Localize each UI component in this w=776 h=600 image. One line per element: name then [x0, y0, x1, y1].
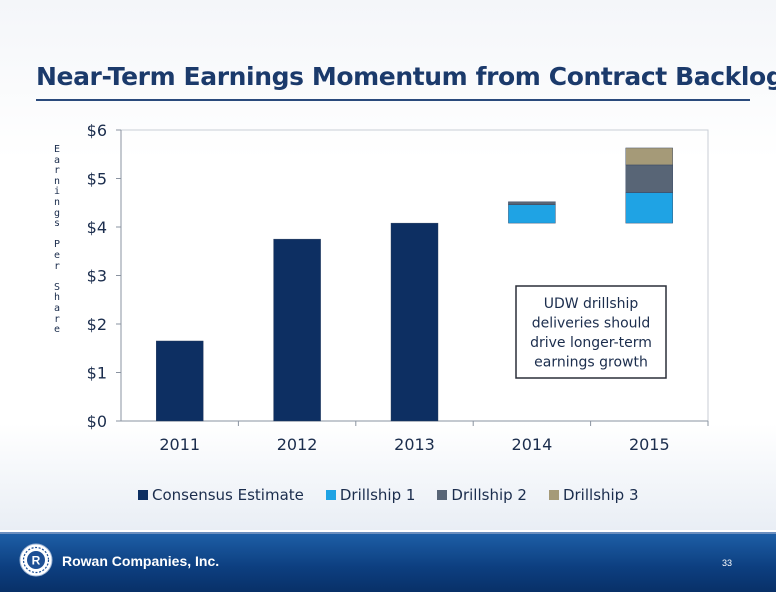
- legend-swatch: [325, 490, 336, 500]
- y-tick-label: $5: [87, 170, 107, 189]
- legend-item: Drillship 3: [548, 486, 639, 504]
- slide-background: [0, 0, 776, 530]
- svg-text:R: R: [32, 554, 41, 568]
- y-tick-label: $6: [87, 121, 107, 140]
- legend-swatch: [548, 490, 559, 500]
- legend-label: Drillship 2: [451, 486, 527, 504]
- annotation-text: UDW drillship deliveries should drive long…: [530, 296, 652, 371]
- y-axis-label: E a r n i n g s P e r S h a r e: [53, 144, 61, 336]
- legend-label: Drillship 3: [562, 486, 639, 504]
- rowan-logo-icon: R: [19, 543, 53, 577]
- x-tick-label: 2012: [277, 435, 318, 454]
- y-tick-label: $2: [87, 315, 107, 334]
- legend-item: Drillship 2: [437, 486, 527, 504]
- bar-drillship-2: [625, 164, 673, 193]
- chart-legend: Consensus Estimate Drillship 1 Drillship 2…: [138, 484, 738, 506]
- legend-label: Consensus Estimate: [152, 486, 304, 504]
- company-name: Rowan Companies, Inc.: [62, 553, 220, 569]
- legend-swatch: [138, 490, 148, 500]
- x-tick-label: 2014: [512, 435, 553, 454]
- title-divider: [36, 99, 750, 101]
- legend-swatch: [437, 490, 448, 500]
- bar-drillship-2: [508, 201, 556, 205]
- legend-label: Drillship 1: [339, 486, 416, 504]
- legend-item: Drillship 1: [325, 486, 416, 504]
- page-title: Near-Term Earnings Momentum from Contrac…: [36, 62, 776, 91]
- y-tick-label: $3: [87, 267, 107, 286]
- earnings-chart: $0 $1 $2 $3 $4 $5 $6 2011 2012 2013 2014 2015 UDW dr…: [87, 121, 709, 454]
- footer-bar: [0, 532, 776, 594]
- x-tick-label: 2011: [159, 435, 200, 454]
- y-tick-label: $1: [87, 364, 107, 383]
- bar-drillship-3: [625, 147, 673, 166]
- bar-consensus-estimate: [273, 238, 321, 422]
- x-tick-label: 2013: [394, 435, 435, 454]
- x-tick-label: 2015: [629, 435, 670, 454]
- y-tick-label: $0: [87, 412, 107, 431]
- annotation-box: [515, 285, 667, 379]
- y-tick-label: $4: [87, 218, 107, 237]
- bar-drillship-1: [625, 192, 673, 224]
- page-number: 33: [722, 558, 733, 568]
- legend-item: Consensus Estimate: [138, 486, 304, 504]
- bar-consensus-estimate: [155, 340, 204, 422]
- footer-bottom-strip: [0, 592, 776, 600]
- bar-drillship-1: [508, 204, 556, 224]
- bar-consensus-estimate: [390, 222, 439, 422]
